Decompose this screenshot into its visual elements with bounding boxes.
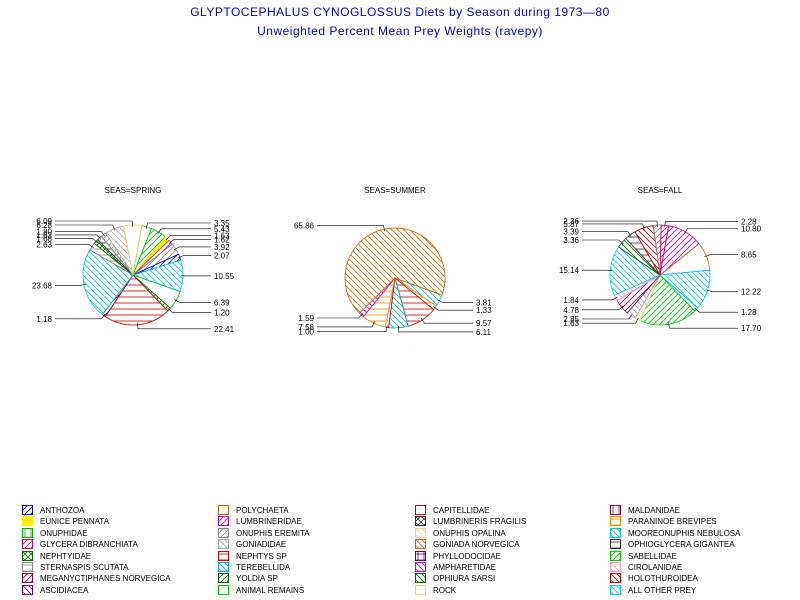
slice-value-label: 1.80 (36, 227, 52, 236)
label-leader-line (55, 244, 94, 248)
slice-value-label: 6.09 (36, 217, 52, 226)
label-leader-line (169, 239, 211, 244)
label-leader-line (684, 228, 738, 234)
label-leader-line (582, 317, 639, 324)
label-leader-line (157, 228, 211, 235)
label-leader-line (582, 313, 633, 320)
slice-value-label: 23.68 (32, 281, 53, 290)
slice-value-label: 2.85 (563, 315, 579, 324)
panel-title: SEAS=FALL (638, 186, 683, 195)
slice-value-label: 6.11 (476, 328, 492, 337)
slice-value-label: 1.33 (476, 306, 492, 315)
label-leader-line (55, 224, 116, 231)
slice-value-label: 3.92 (214, 243, 230, 252)
label-leader-line (582, 305, 624, 311)
pie-chart-2: SEAS=FALL 10.80 8.65 12.22 1.28 17.70 1.632.85… (559, 186, 762, 333)
slice-value-label: 17.70 (741, 324, 762, 333)
slice-value-label: 10.80 (741, 225, 762, 234)
slice-value-label: 5.87 (563, 220, 579, 229)
label-leader-line (174, 299, 211, 303)
label-leader-line (582, 269, 613, 272)
label-leader-line (664, 221, 738, 228)
slice-value-label: 15.14 (559, 266, 580, 275)
label-leader-line (437, 299, 473, 303)
slice-value-label: 3.36 (563, 236, 579, 245)
label-leader-line (317, 225, 385, 232)
label-leader-line (145, 222, 211, 229)
slice-value-label: 2.07 (214, 252, 230, 261)
slice-value-label: 3.39 (563, 228, 579, 237)
label-leader-line (55, 234, 102, 240)
slice-value-label: 6.39 (214, 298, 230, 307)
slice-value-label: 1.62 (214, 236, 230, 245)
slice-value-label: 3.35 (214, 219, 230, 228)
slice-value-label: 4.78 (563, 306, 579, 315)
slice-value-label: 2.63 (36, 240, 52, 249)
label-leader-line (704, 254, 738, 258)
slice-value-label: 1.84 (563, 296, 579, 305)
label-leader-line (398, 325, 473, 333)
slice-value-label: 65.86 (294, 221, 315, 230)
label-leader-line (55, 283, 86, 286)
label-leader-line (55, 238, 98, 243)
slice-value-label: 1.28 (741, 308, 757, 317)
label-leader-line (582, 231, 632, 237)
label-leader-line (55, 313, 106, 320)
slice-value-label: 22.41 (214, 325, 235, 334)
slice-value-label: 1.20 (214, 308, 230, 317)
panel-title: SEAS=SPRING (105, 186, 162, 195)
label-leader-line (317, 313, 363, 319)
label-leader-line (165, 235, 211, 241)
label-leader-line (582, 223, 645, 230)
slice-value-label: 10.55 (214, 272, 235, 281)
slice-value-label: 12.22 (741, 287, 762, 296)
pie-chart-1: SEAS=SUMMER 3.811.33 9.576.11 1.007.581.59 6… (294, 186, 492, 337)
label-leader-line (582, 220, 658, 228)
slice-value-label: 1.00 (298, 327, 314, 336)
label-leader-line (668, 322, 738, 329)
slice-value-label: 1.63 (214, 232, 230, 241)
slice-value-label: 1.63 (563, 319, 579, 328)
label-leader-line (420, 318, 473, 324)
pie-chart-0: SEAS=SPRING3.355.431.631.623.922.0710.55… (32, 186, 235, 334)
panel-title: SEAS=SUMMER (364, 186, 426, 195)
chart-subtitle: Unweighted Percent Mean Prey Weights (ra… (257, 24, 543, 38)
slice-value-label: 3.81 (476, 299, 492, 308)
slice-value-label: 1.18 (36, 315, 52, 324)
slice-value-label: 1.68 (36, 235, 52, 244)
slice-value-label: 1.59 (298, 314, 314, 323)
label-leader-line (177, 255, 211, 259)
label-leader-line (694, 307, 738, 313)
label-leader-line (582, 296, 618, 301)
label-leader-line (317, 321, 375, 328)
label-leader-line (582, 239, 624, 245)
label-leader-line (55, 220, 133, 228)
label-leader-line (705, 289, 738, 292)
chart-title: GLYPTOCEPHALUS CYNOGLOSSUS Diets by Seas… (190, 5, 610, 19)
slice-value-label: 8.65 (741, 251, 757, 260)
label-leader-line (55, 231, 105, 237)
label-leader-line (317, 325, 388, 332)
slice-value-label: 2.28 (741, 217, 757, 226)
slice-value-label: 1.62 (36, 231, 52, 240)
label-leader-line (167, 307, 211, 313)
label-leader-line (173, 246, 211, 251)
slice-value-label: 5.43 (214, 225, 230, 234)
slice-value-label: 9.57 (476, 319, 492, 328)
slice-value-label: 2.36 (563, 217, 579, 226)
label-leader-line (137, 322, 211, 330)
slice-value-label: 6.28 (36, 221, 52, 230)
label-leader-line (433, 306, 473, 311)
slice-value-label: 7.58 (298, 323, 314, 332)
